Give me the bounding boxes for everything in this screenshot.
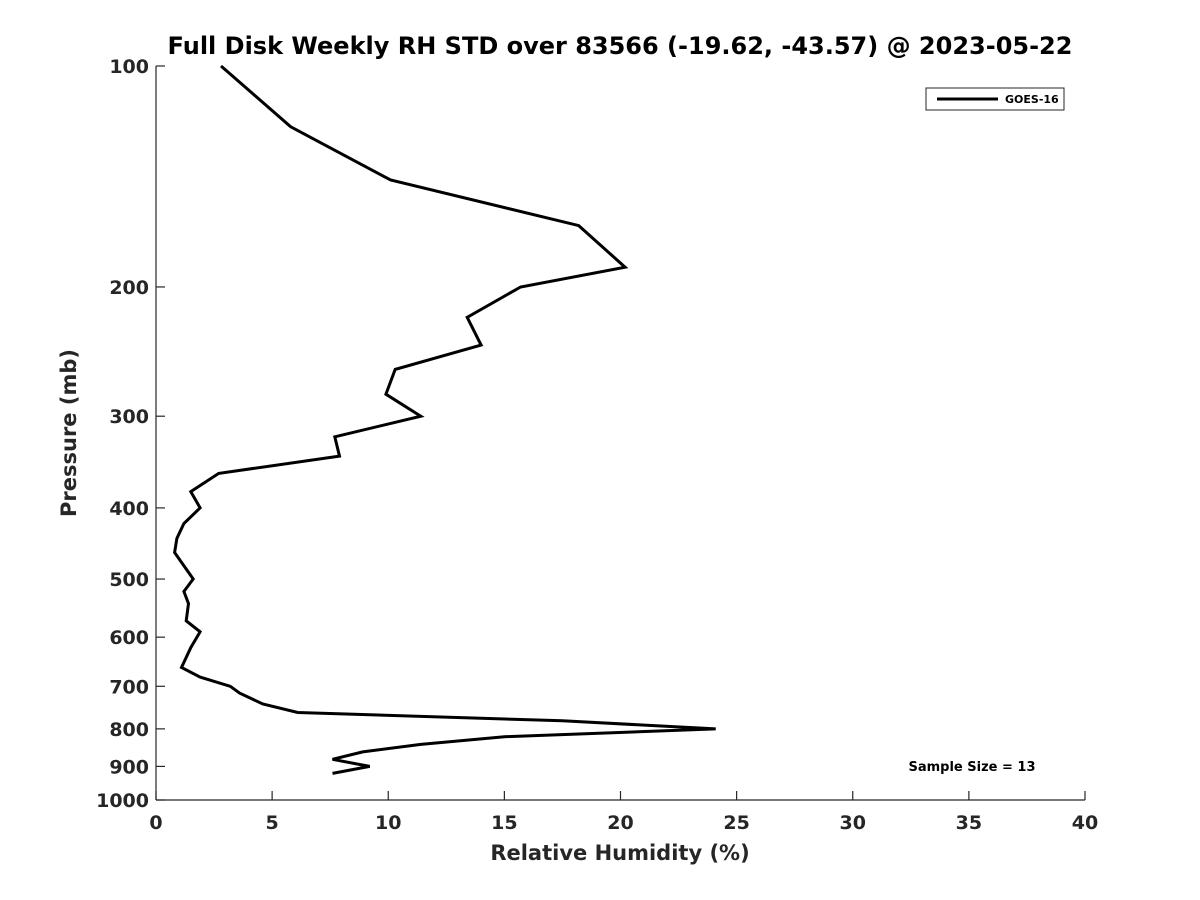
y-tick-label: 800 [109, 719, 149, 741]
y-ticks: 100 200 300 400 500 600 700 800 900 1000 [96, 56, 165, 812]
chart-title: Full Disk Weekly RH STD over 83566 (-19.… [168, 32, 1073, 60]
x-tick-label: 25 [723, 812, 749, 834]
x-tick-label: 0 [149, 812, 162, 834]
y-tick-label: 900 [109, 756, 149, 778]
x-ticks: 0 5 10 15 20 25 30 35 40 [149, 791, 1098, 834]
y-tick-label: 100 [109, 56, 149, 78]
x-tick-label: 15 [491, 812, 517, 834]
y-tick-label: 300 [109, 406, 149, 428]
x-tick-label: 10 [375, 812, 401, 834]
y-tick-label: 400 [109, 498, 149, 520]
legend-label: GOES-16 [1005, 93, 1059, 106]
y-tick-label: 1000 [96, 790, 149, 812]
x-tick-label: 20 [607, 812, 633, 834]
x-tick-label: 5 [266, 812, 279, 834]
y-axis-label: Pressure (mb) [57, 349, 81, 517]
x-axis-label: Relative Humidity (%) [490, 841, 749, 865]
x-tick-label: 40 [1072, 812, 1098, 834]
series-line [173, 64, 716, 775]
x-tick-label: 30 [840, 812, 866, 834]
series-layer [173, 64, 716, 775]
y-tick-label: 700 [109, 676, 149, 698]
plot-frame [155, 66, 1085, 801]
legend: GOES-16 [925, 87, 1065, 111]
y-tick-label: 600 [109, 627, 149, 649]
y-tick-label: 500 [109, 569, 149, 591]
y-tick-label: 200 [109, 277, 149, 299]
sample-size-annotation: Sample Size = 13 [908, 760, 1035, 775]
x-tick-label: 35 [956, 812, 982, 834]
